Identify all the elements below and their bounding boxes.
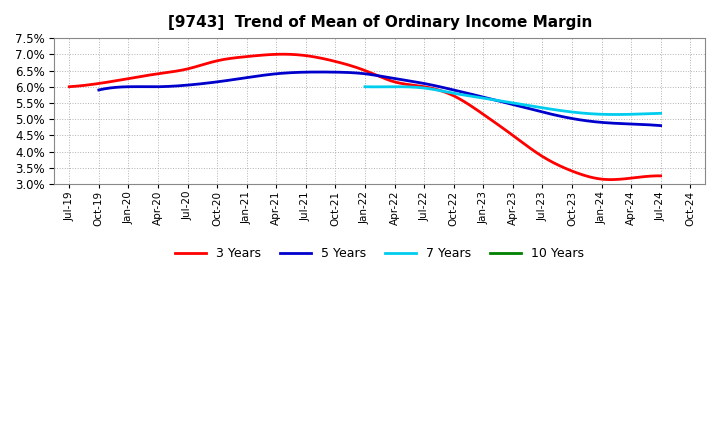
Title: [9743]  Trend of Mean of Ordinary Income Margin: [9743] Trend of Mean of Ordinary Income … <box>168 15 592 30</box>
Legend: 3 Years, 5 Years, 7 Years, 10 Years: 3 Years, 5 Years, 7 Years, 10 Years <box>170 242 590 265</box>
